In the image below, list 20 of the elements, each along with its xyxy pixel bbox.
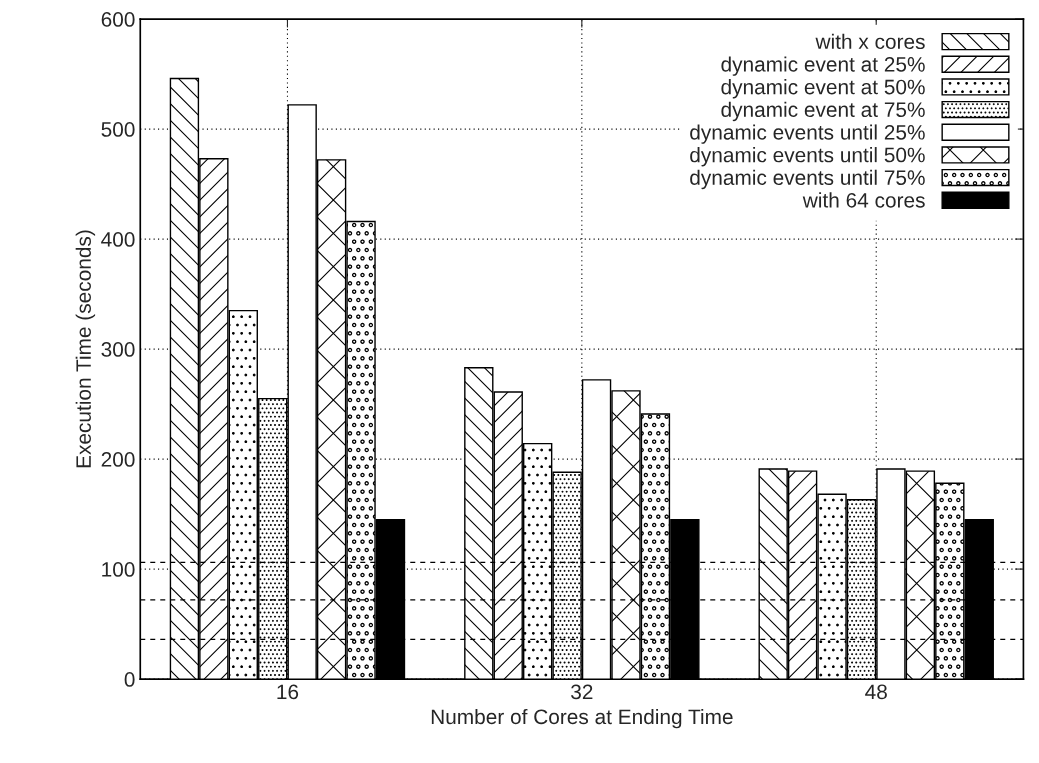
y-axis-title: Execution Time (seconds) — [75, 230, 96, 468]
x-tick-label: 16 — [277, 684, 299, 700]
x-axis-title: Number of Cores at Ending Time — [431, 708, 733, 729]
legend-label: dynamic event at 75% — [721, 101, 925, 122]
y-tick-label: 400 — [101, 232, 135, 247]
x-tick-label: 48 — [865, 684, 887, 700]
legend-label: dynamic events until 25% — [690, 124, 925, 144]
legend-label: with 64 cores — [802, 192, 925, 208]
y-tick-label: 200 — [101, 452, 135, 467]
legend-label: with x cores — [815, 33, 925, 50]
y-tick-label: 500 — [101, 122, 135, 137]
y-tick-label: 600 — [101, 12, 135, 27]
legend-label: dynamic events until 50% — [690, 147, 925, 167]
legend-label: dynamic event at 50% — [721, 79, 925, 99]
y-tick-label: 100 — [102, 562, 135, 577]
legend-label: dynamic events until 75% — [690, 169, 925, 190]
y-tick-label: 300 — [101, 342, 135, 357]
legend-label: dynamic event at 25% — [721, 56, 925, 76]
y-tick-label: 0 — [124, 672, 135, 687]
x-tick-label: 32 — [571, 684, 593, 700]
